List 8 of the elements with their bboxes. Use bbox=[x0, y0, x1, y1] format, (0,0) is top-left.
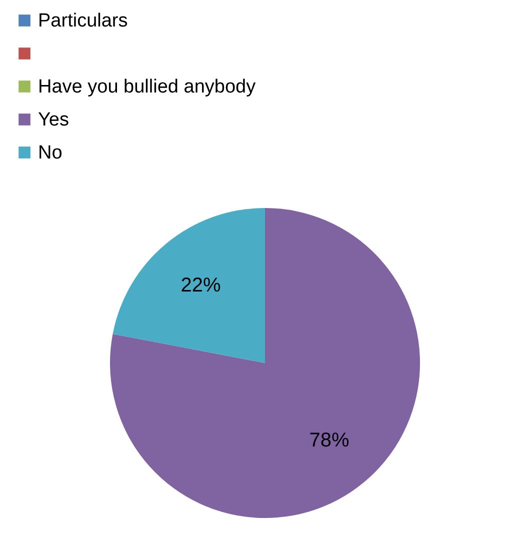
legend-label: Have you bullied anybody bbox=[38, 76, 256, 98]
legend-label: No bbox=[38, 142, 62, 164]
data-label: 78% bbox=[309, 430, 350, 452]
pie-slice bbox=[112, 208, 265, 363]
data-label: 22% bbox=[180, 274, 222, 296]
pie-slice bbox=[110, 208, 420, 518]
legend-label: Particulars bbox=[38, 10, 128, 32]
legend-label: Yes bbox=[38, 110, 69, 130]
